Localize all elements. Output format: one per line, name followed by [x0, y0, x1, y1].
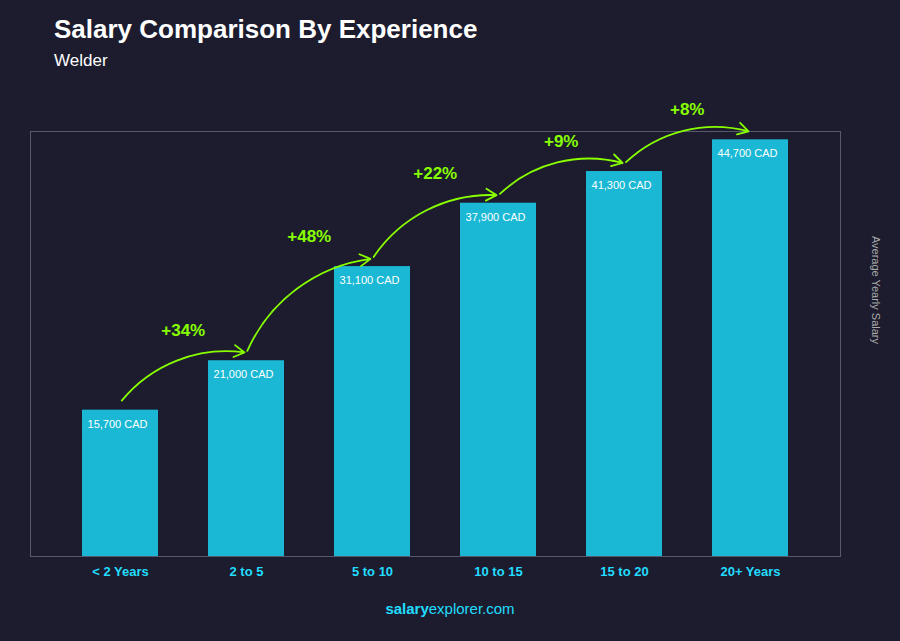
svg-text:37,900 CAD: 37,900 CAD [466, 211, 526, 223]
svg-text:44,700 CAD: 44,700 CAD [718, 147, 778, 159]
svg-text:2 to 5: 2 to 5 [230, 564, 264, 579]
svg-text:21,000 CAD: 21,000 CAD [214, 368, 274, 380]
svg-text:+22%: +22% [413, 164, 457, 183]
svg-text:+9%: +9% [544, 132, 579, 151]
svg-text:+34%: +34% [161, 321, 205, 340]
svg-text:15 to 20: 15 to 20 [600, 564, 648, 579]
svg-text:< 2 Years: < 2 Years [92, 564, 149, 579]
svg-text:31,100 CAD: 31,100 CAD [340, 274, 400, 286]
html-text:Salary Comparison By Experienc: Salary Comparison By Experience [54, 14, 478, 44]
html-text:salary explorer.com: salary explorer.com [385, 600, 515, 617]
svg-text:20+ Years: 20+ Years [720, 564, 780, 579]
svg-text:10 to 15: 10 to 15 [474, 564, 522, 579]
svg-text:5 to 10: 5 to 10 [352, 564, 393, 579]
svg-text:41,300 CAD: 41,300 CAD [592, 179, 652, 191]
svg-text:+48%: +48% [287, 227, 331, 246]
svg-text:15,700 CAD: 15,700 CAD [88, 418, 148, 430]
svg-text:+8%: +8% [670, 100, 705, 119]
svg-text:Average Yearly Salary: Average Yearly Salary [870, 236, 882, 345]
html-text:Welder: Welder [54, 51, 108, 70]
